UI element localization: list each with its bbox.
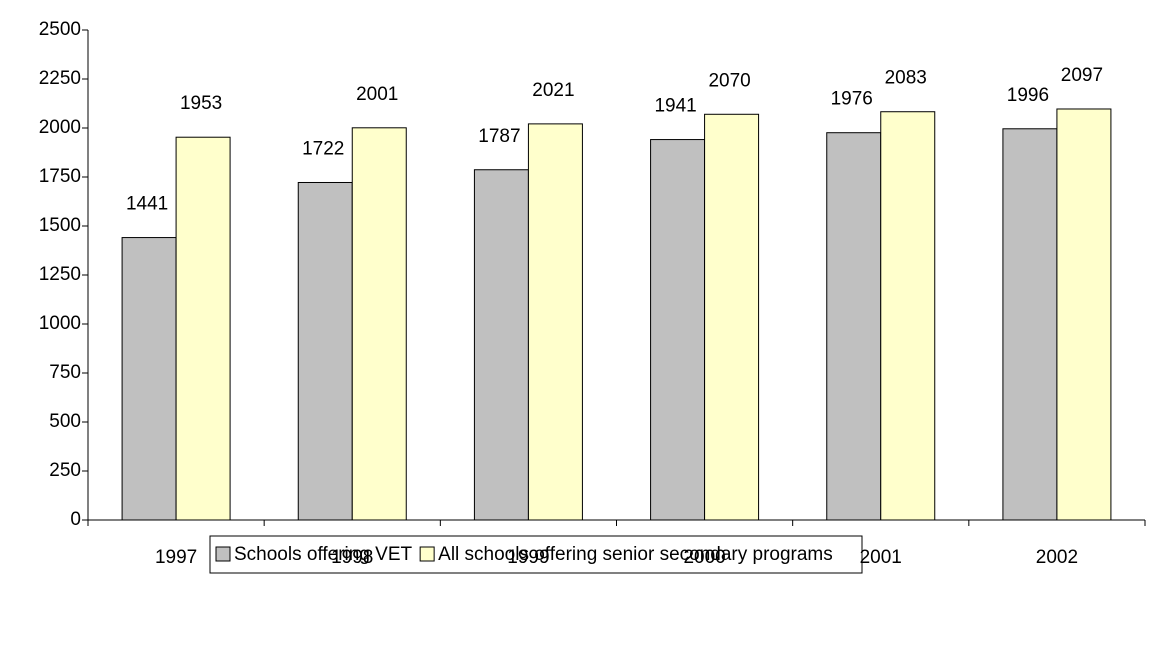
- data-label: 2083: [885, 68, 927, 89]
- data-label: 1941: [654, 96, 696, 117]
- data-label: 1787: [478, 126, 520, 147]
- y-tick-label: 1500: [39, 215, 81, 236]
- bar: [650, 139, 706, 521]
- legend-label: Schools offering VET: [234, 544, 413, 565]
- data-label: 1953: [180, 93, 222, 114]
- data-label: 1441: [126, 194, 168, 215]
- y-tick-label: 2250: [39, 68, 81, 89]
- data-label: 1722: [302, 139, 344, 160]
- x-tick-label: 2000: [683, 547, 725, 568]
- y-tick-label: 1750: [39, 166, 81, 187]
- bar: [704, 113, 760, 521]
- y-tick-label: 1250: [39, 264, 81, 285]
- y-tick-label: 1000: [39, 313, 81, 334]
- bar: [1056, 108, 1112, 521]
- x-tick-label: 2001: [860, 547, 902, 568]
- bar: [826, 132, 882, 521]
- x-tick-label: 1997: [155, 547, 197, 568]
- data-label: 2097: [1061, 65, 1103, 86]
- legend-box: [209, 535, 863, 574]
- bar: [351, 127, 407, 521]
- y-tick-label: 250: [49, 460, 81, 481]
- x-tick-label: 1998: [331, 547, 373, 568]
- bar: [880, 111, 936, 521]
- y-tick-label: 2000: [39, 117, 81, 138]
- x-tick-label: 2002: [1036, 547, 1078, 568]
- legend-label: All schools offering senior secondary pr…: [438, 544, 833, 565]
- data-label: 2021: [532, 80, 574, 101]
- y-tick-label: 500: [49, 411, 81, 432]
- data-label: 2001: [356, 84, 398, 105]
- legend-swatch: [215, 546, 231, 562]
- bar: [527, 123, 583, 521]
- bar: [1002, 128, 1058, 521]
- data-label: 1996: [1007, 85, 1049, 106]
- legend-swatch: [419, 546, 435, 562]
- y-tick-label: 2500: [39, 19, 81, 40]
- bar: [473, 169, 529, 521]
- bar: [297, 181, 353, 521]
- x-tick-label: 1999: [507, 547, 549, 568]
- bar: [175, 136, 231, 521]
- y-tick-label: 0: [70, 509, 81, 530]
- data-label: 2070: [708, 70, 750, 91]
- y-tick-label: 750: [49, 362, 81, 383]
- data-label: 1976: [831, 89, 873, 110]
- bar: [121, 237, 177, 521]
